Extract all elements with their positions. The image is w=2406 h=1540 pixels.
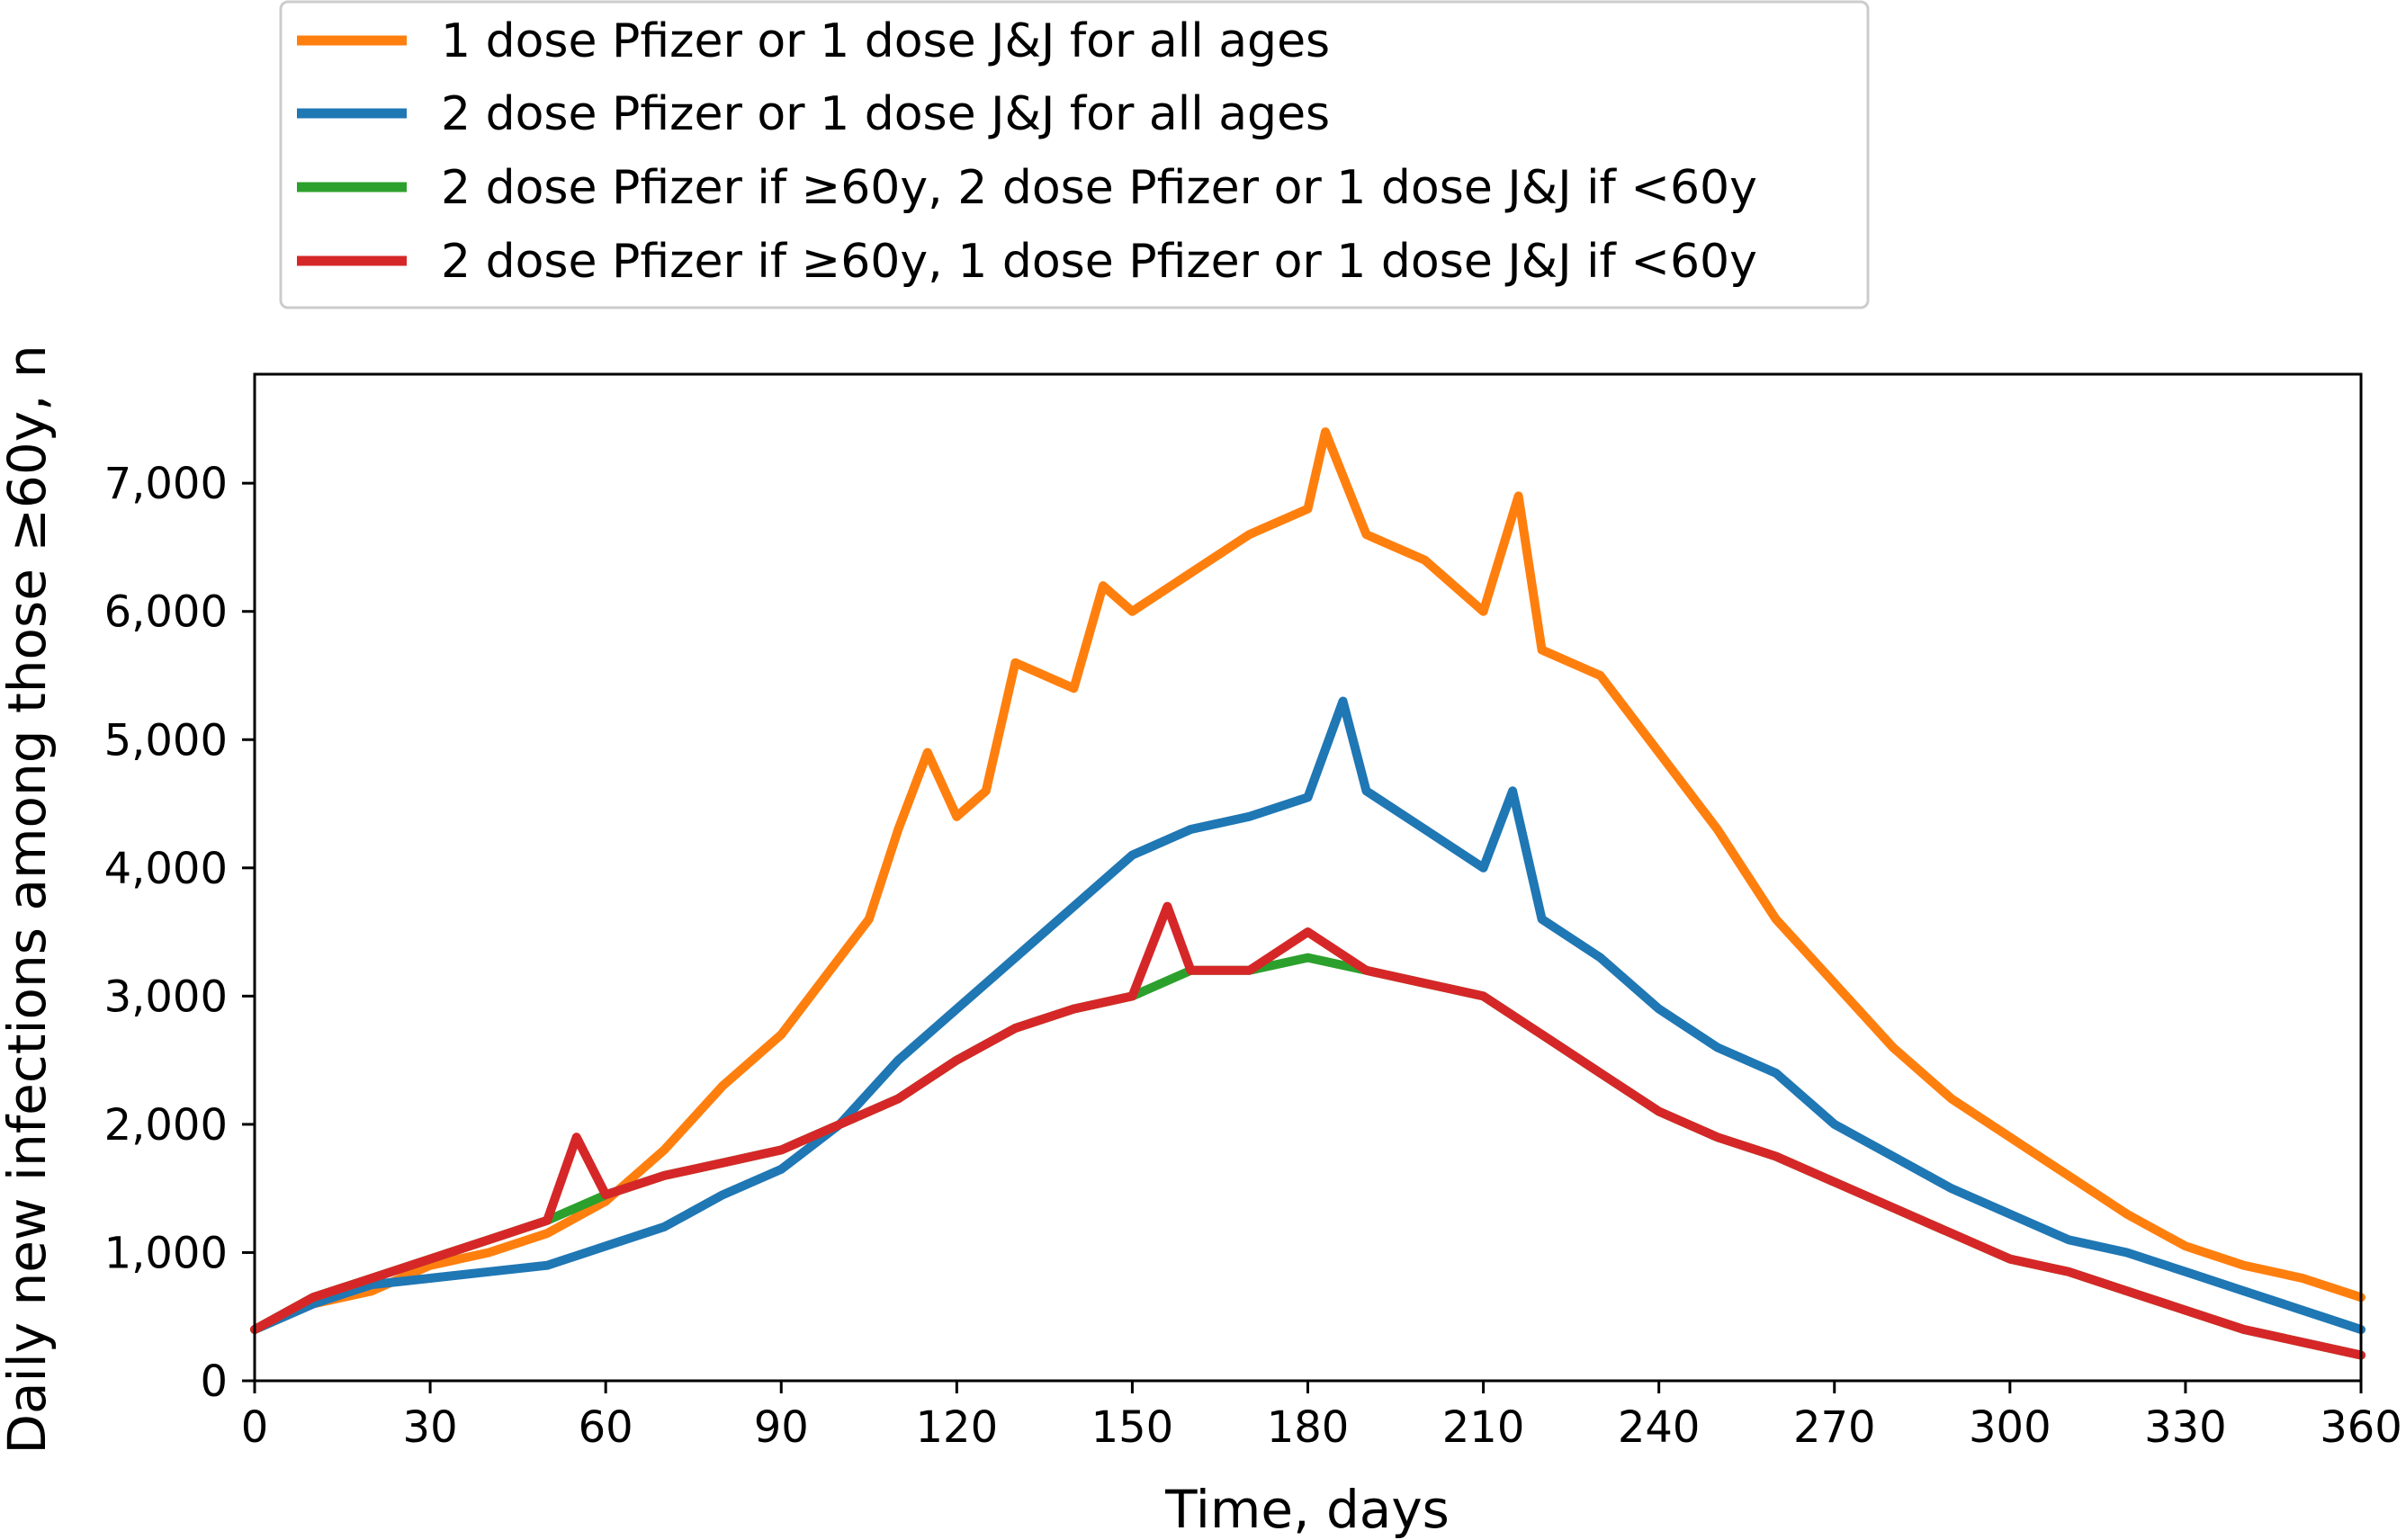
legend: 1 dose Pfizer or 1 dose J&J for all ages… (279, 0, 1870, 309)
x-tick-label: 180 (1267, 1402, 1350, 1453)
x-tick-label: 60 (579, 1402, 633, 1453)
x-tick-label: 270 (1793, 1402, 1876, 1453)
x-tick-label: 0 (241, 1402, 269, 1453)
legend-label-2: 2 dose Pfizer if ≥60y, 2 dose Pfizer or … (441, 161, 1757, 215)
x-tick-label: 360 (2320, 1402, 2402, 1453)
legend-label-1: 2 dose Pfizer or 1 dose J&J for all ages (441, 87, 1330, 141)
x-tick-label: 240 (1618, 1402, 1701, 1453)
y-axis-label: Daily new infections among those ≥60y, n (0, 345, 58, 1454)
x-tick-label: 210 (1442, 1402, 1525, 1453)
x-tick-label: 300 (1969, 1402, 2051, 1453)
axes: 0 30 60 90 120 150 180 210 240 270 300 330 360 0 1,000… (104, 372, 2402, 1453)
x-tick-label: 150 (1091, 1402, 1174, 1453)
x-tick-label: 330 (2144, 1402, 2227, 1453)
x-tick-label: 120 (916, 1402, 999, 1453)
y-tick-label: 3,000 (104, 971, 228, 1022)
legend-box (279, 0, 1870, 309)
series-group (250, 427, 2366, 1360)
series-line-0 (250, 427, 2366, 1334)
y-tick-label: 0 (200, 1356, 228, 1407)
y-tick-label: 6,000 (104, 587, 228, 638)
x-tick-label: 30 (403, 1402, 458, 1453)
y-tick-label: 2,000 (104, 1100, 228, 1151)
y-tick-label: 1,000 (104, 1228, 228, 1278)
x-axis-label: Time, days (1164, 1479, 1450, 1540)
legend-label-3: 2 dose Pfizer if ≥60y, 1 dose Pfizer or … (441, 235, 1757, 289)
series-line-3 (250, 901, 2366, 1360)
y-tick-label: 7,000 (104, 459, 228, 509)
x-tick-label: 90 (754, 1402, 809, 1453)
y-tick-label: 5,000 (104, 715, 228, 766)
series-line-1 (250, 696, 2366, 1334)
y-tick-label: 4,000 (104, 844, 228, 894)
legend-label-0: 1 dose Pfizer or 1 dose J&J for all ages (441, 14, 1330, 68)
